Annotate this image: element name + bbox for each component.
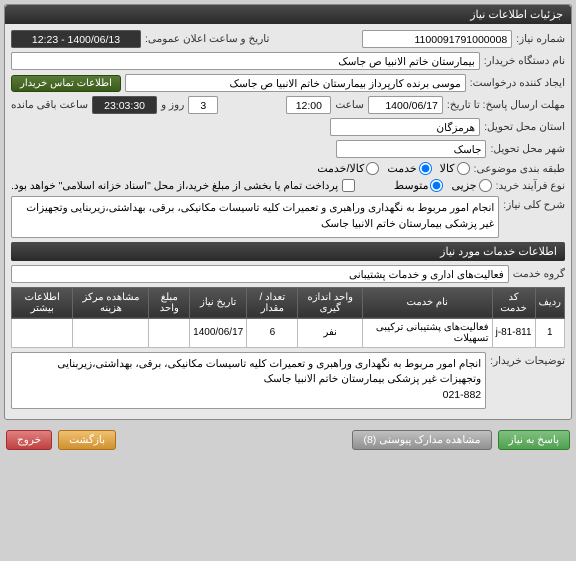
field-requester: موسی برنده کارپرداز بیمارستان خاتم الانب…: [125, 74, 466, 92]
th-date: تاریخ نیاز: [190, 287, 247, 318]
services-table: ردیف کد خدمت نام خدمت واحد اندازه گیری ت…: [11, 287, 565, 348]
lbl-day-and: روز و: [161, 99, 184, 111]
footer-buttons: پاسخ به نیاز مشاهده مدارک پیوستی (8) باز…: [0, 424, 576, 456]
th-price: مبلغ واحد: [149, 287, 190, 318]
back-button[interactable]: بازگشت: [58, 430, 116, 450]
panel-body: شماره نیاز: 1100091791000008 تاریخ و ساع…: [5, 24, 571, 419]
field-service-group: فعالیت‌های اداری و خدمات پشتیبانی: [11, 265, 509, 283]
td-unit: نفر: [298, 318, 362, 347]
payment-checkbox[interactable]: پرداخت تمام یا بخشی از مبلغ خرید،از محل …: [11, 179, 355, 192]
th-unit: واحد اندازه گیری: [298, 287, 362, 318]
radio-both[interactable]: کالا/خدمت: [317, 162, 379, 175]
lbl-need-no: شماره نیاز:: [516, 33, 565, 45]
table-row[interactable]: 1 j-81-811 فعالیت‌های پشتیبانی ترکیبی تس…: [12, 318, 565, 347]
main-panel: جزئیات اطلاعات نیاز شماره نیاز: 11000917…: [4, 4, 572, 420]
row-need-public: شماره نیاز: 1100091791000008 تاریخ و ساع…: [11, 30, 565, 48]
lbl-subject-type: طبقه بندی موضوعی:: [474, 163, 565, 175]
lbl-general-desc: شرح کلی نیاز:: [503, 196, 565, 211]
field-buyer-notes: انجام امور مربوط به نگهداری وراهبری و تع…: [11, 352, 486, 409]
lbl-deadline: مهلت ارسال پاسخ: تا تاریخ:: [447, 99, 565, 111]
field-city: جاسک: [336, 140, 486, 158]
radio-small[interactable]: جزیی: [451, 179, 491, 192]
lbl-buyer-notes: توضیحات خریدار:: [490, 352, 565, 367]
lbl-remaining: ساعت باقی مانده: [11, 99, 88, 111]
field-deadline-time: 12:00: [286, 96, 331, 114]
row-buyer-notes: توضیحات خریدار: انجام امور مربوط به نگهد…: [11, 352, 565, 409]
th-cost-center: مشاهده مرکز هزینه: [73, 287, 149, 318]
td-cost-center: [73, 318, 149, 347]
lbl-payment-note: پرداخت تمام یا بخشی از مبلغ خرید،از محل …: [11, 180, 338, 192]
radio-kala[interactable]: کالا: [440, 162, 470, 175]
radio-process: جزیی متوسط: [394, 179, 492, 192]
th-code: کد خدمت: [492, 287, 535, 318]
reply-button[interactable]: پاسخ به نیاز: [498, 430, 570, 450]
lbl-hour1: ساعت: [335, 99, 364, 111]
field-deadline-date: 1400/06/17: [368, 96, 443, 114]
td-qty: 6: [247, 318, 298, 347]
lbl-service-group: گروه خدمت: [513, 268, 565, 280]
td-price: [149, 318, 190, 347]
lbl-process-type: نوع فرآیند خرید:: [496, 180, 565, 192]
attachments-button[interactable]: مشاهده مدارک پیوستی (8): [352, 430, 491, 450]
field-buyer-org: بیمارستان خاتم الانبیا ص جاسک: [11, 52, 480, 70]
td-idx: 1: [535, 318, 564, 347]
th-qty: تعداد / مقدار: [247, 287, 298, 318]
exit-button[interactable]: خروج: [6, 430, 52, 450]
radio-medium[interactable]: متوسط: [394, 179, 444, 192]
row-process-type: نوع فرآیند خرید: جزیی متوسط پرداخت تمام …: [11, 179, 565, 192]
th-more: اطلاعات بیشتر: [12, 287, 73, 318]
contact-button[interactable]: اطلاعات تماس خریدار: [11, 75, 121, 92]
field-days: 3: [188, 96, 218, 114]
row-subject-type: طبقه بندی موضوعی: کالا خدمت کالا/خدمت: [11, 162, 565, 175]
lbl-buyer-org: نام دستگاه خریدار:: [484, 55, 565, 67]
field-general-desc: انجام امور مربوط به نگهداری وراهبری و تع…: [11, 196, 499, 238]
services-header: اطلاعات خدمات مورد نیاز: [11, 242, 565, 261]
panel-title: جزئیات اطلاعات نیاز: [5, 5, 571, 24]
td-date: 1400/06/17: [190, 318, 247, 347]
lbl-province: استان محل تحویل:: [484, 121, 565, 133]
td-name: فعالیت‌های پشتیبانی ترکیبی تسهیلات: [362, 318, 492, 347]
lbl-requester: ایجاد کننده درخواست:: [470, 77, 565, 89]
field-public-date: 1400/06/13 - 12:23: [11, 30, 141, 48]
row-deadline: مهلت ارسال پاسخ: تا تاریخ: 1400/06/17 سا…: [11, 96, 565, 114]
row-service-group: گروه خدمت فعالیت‌های اداری و خدمات پشتیب…: [11, 265, 565, 283]
td-more: [12, 318, 73, 347]
radio-khadamat[interactable]: خدمت: [387, 162, 431, 175]
radio-subject: کالا خدمت کالا/خدمت: [317, 162, 469, 175]
lbl-city: شهر محل تحویل:: [490, 143, 565, 155]
th-idx: ردیف: [535, 287, 564, 318]
td-code: j-81-811: [492, 318, 535, 347]
field-countdown: 23:03:30: [92, 96, 157, 114]
row-city: شهر محل تحویل: جاسک: [11, 140, 565, 158]
field-province: هرمزگان: [330, 118, 480, 136]
lbl-public-date: تاریخ و ساعت اعلان عمومی:: [145, 33, 269, 45]
row-requester: ایجاد کننده درخواست: موسی برنده کارپرداز…: [11, 74, 565, 92]
row-buyer: نام دستگاه خریدار: بیمارستان خاتم الانبی…: [11, 52, 565, 70]
table-header-row: ردیف کد خدمت نام خدمت واحد اندازه گیری ت…: [12, 287, 565, 318]
th-name: نام خدمت: [362, 287, 492, 318]
field-need-no: 1100091791000008: [362, 30, 512, 48]
row-general-desc: شرح کلی نیاز: انجام امور مربوط به نگهدار…: [11, 196, 565, 238]
row-province: استان محل تحویل: هرمزگان: [11, 118, 565, 136]
